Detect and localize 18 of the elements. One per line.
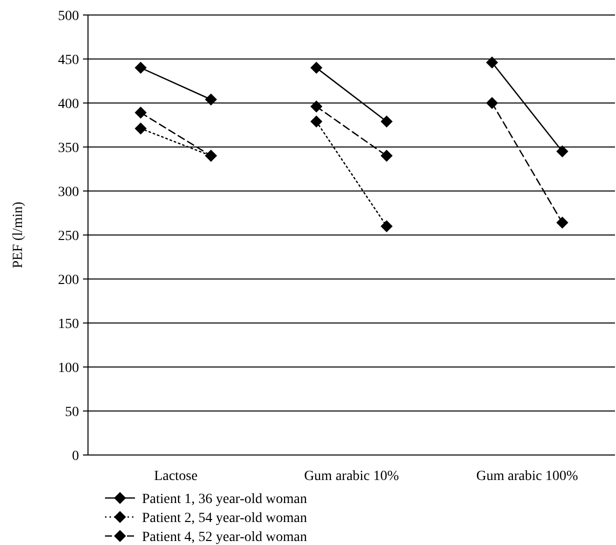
x-tick-label: Gum arabic 10% <box>304 469 400 484</box>
y-tick-label: 100 <box>58 360 79 376</box>
y-tick-label: 450 <box>58 52 79 68</box>
x-tick-label: Lactose <box>154 469 198 484</box>
y-tick-label: 250 <box>58 228 79 244</box>
x-tick-label: Gum arabic 100% <box>476 469 578 484</box>
y-tick-label: 50 <box>65 404 79 420</box>
y-axis-title: PEF (l/min) <box>11 201 26 268</box>
y-tick-label: 350 <box>58 140 79 156</box>
legend-label: Patient 4, 52 year-old woman <box>142 530 307 545</box>
y-tick-label: 500 <box>58 8 79 24</box>
legend-label: Patient 1, 36 year-old woman <box>142 492 307 507</box>
y-tick-label: 300 <box>58 184 79 200</box>
y-tick-label: 150 <box>58 316 79 332</box>
legend-label: Patient 2, 54 year-old woman <box>142 510 307 526</box>
y-tick-label: 200 <box>58 272 79 288</box>
y-tick-label: 0 <box>72 448 79 464</box>
y-tick-label: 400 <box>58 96 79 112</box>
